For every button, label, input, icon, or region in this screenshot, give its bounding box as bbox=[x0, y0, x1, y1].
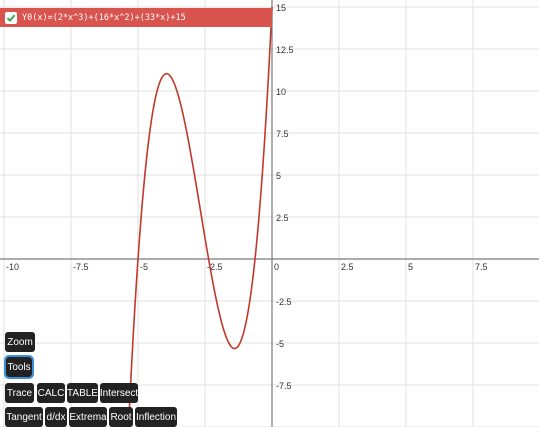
x-tick-label: 5 bbox=[408, 262, 413, 272]
y-tick-label: 2.5 bbox=[276, 213, 289, 223]
y-tick-label: -5 bbox=[276, 339, 284, 349]
tools-button[interactable]: Tools bbox=[4, 355, 34, 379]
tangent-button[interactable]: Tangent bbox=[5, 407, 43, 427]
y-tick-label: 7.5 bbox=[276, 129, 289, 139]
y-tick-label: 12.5 bbox=[276, 45, 294, 55]
x-tick-label: 0 bbox=[274, 262, 279, 272]
x-tick-label: 2.5 bbox=[341, 262, 354, 272]
equation-bar[interactable]: Y0(x)=(2*x^3)+(16*x^2)+(33*x)+15 bbox=[0, 8, 272, 27]
x-tick-label: -10 bbox=[6, 262, 19, 272]
zoom-button[interactable]: Zoom bbox=[5, 332, 35, 352]
y-tick-label: 5 bbox=[276, 171, 281, 181]
table-button[interactable]: TABLE bbox=[67, 383, 98, 403]
checkmark-icon[interactable] bbox=[5, 11, 17, 24]
x-tick-label: 7.5 bbox=[475, 262, 488, 272]
root-button[interactable]: Root bbox=[109, 407, 133, 427]
x-tick-label: -5 bbox=[140, 262, 148, 272]
ddx-button[interactable]: d/dx bbox=[45, 407, 67, 427]
extrema-button[interactable]: Extrema bbox=[69, 407, 107, 427]
equation-text: Y0(x)=(2*x^3)+(16*x^2)+(33*x)+15 bbox=[22, 12, 186, 23]
y-tick-label: -7.5 bbox=[276, 381, 292, 391]
intersect-button[interactable]: Intersect bbox=[100, 383, 138, 403]
y-tick-label: -2.5 bbox=[276, 297, 292, 307]
x-tick-label: -2.5 bbox=[207, 262, 223, 272]
calc-button[interactable]: CALC bbox=[37, 383, 65, 403]
y-tick-label: 15 bbox=[276, 3, 286, 13]
trace-button[interactable]: Trace bbox=[5, 383, 34, 403]
function-curve[interactable] bbox=[127, 6, 273, 427]
x-tick-label: -7.5 bbox=[73, 262, 89, 272]
tick-labels: -10 -7.5 -5 -2.5 0 2.5 5 7.5 15 12.5 10 7.5 5 2.5 -2.5… bbox=[6, 3, 488, 391]
y-tick-label: 10 bbox=[276, 87, 286, 97]
inflection-button[interactable]: Inflection bbox=[135, 407, 177, 427]
